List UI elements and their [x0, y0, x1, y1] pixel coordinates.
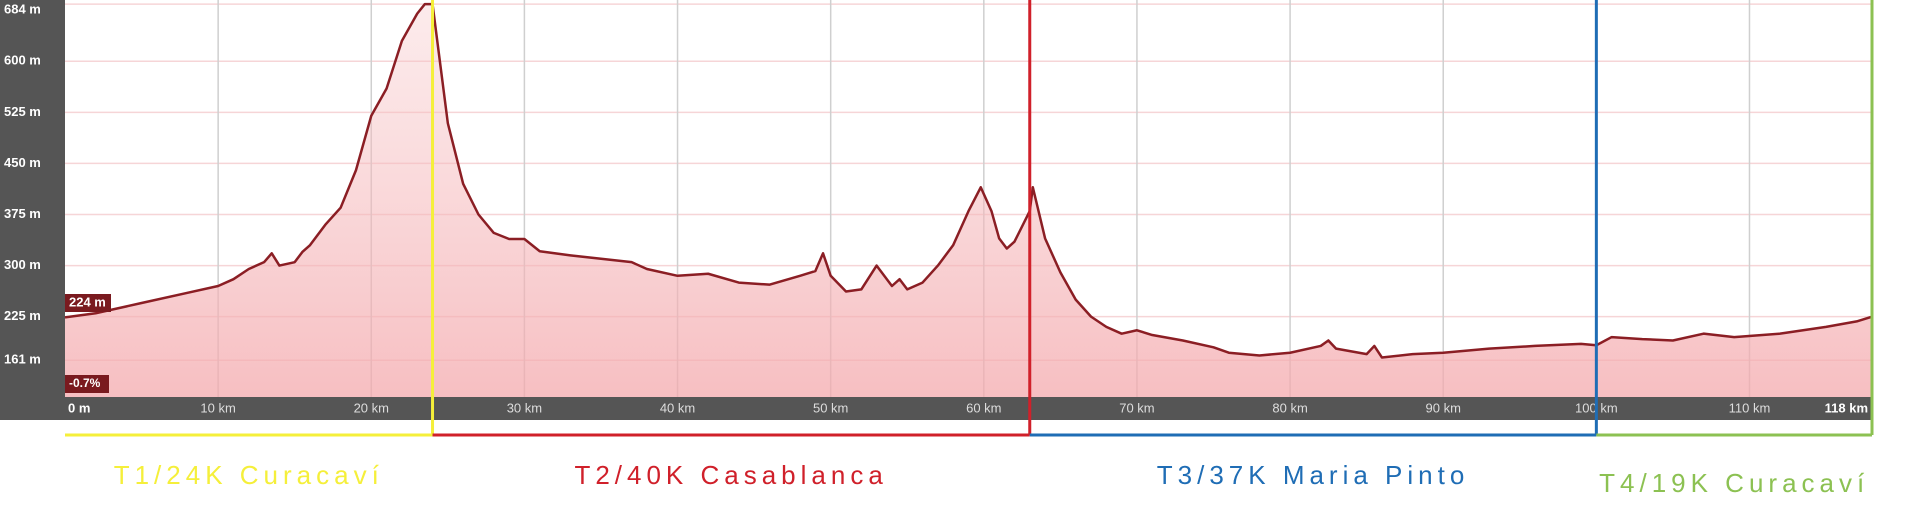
- area-fill: [65, 4, 1872, 398]
- x-tick-label: 40 km: [660, 400, 695, 415]
- x-tick-label: 60 km: [966, 400, 1001, 415]
- y-tick-label: 684 m: [4, 1, 41, 16]
- y-tick-label: 450 m: [4, 155, 41, 170]
- x-tick-label: 10 km: [200, 400, 235, 415]
- y-tick-label: 375 m: [4, 206, 41, 221]
- stage-label: T3/37K Maria Pinto: [1157, 460, 1470, 490]
- stage-label: T1/24K Curacaví: [114, 460, 384, 490]
- x-tick-label: 80 km: [1272, 400, 1307, 415]
- stage-label: T4/19K Curacaví: [1599, 468, 1869, 498]
- y-tick-label: 600 m: [4, 53, 41, 68]
- x-axis-band: [0, 397, 1872, 420]
- annotation-box: [65, 375, 109, 393]
- x-tick-label: 30 km: [507, 400, 542, 415]
- y-tick-label: 300 m: [4, 257, 41, 272]
- annotation-box: [65, 294, 111, 312]
- stage-label: T2/40K Casablanca: [574, 460, 887, 490]
- x-tick-label: 50 km: [813, 400, 848, 415]
- x-tick-label: 20 km: [354, 400, 389, 415]
- y-tick-label: 225 m: [4, 308, 41, 323]
- elevation-line: [64, 2, 1873, 359]
- y-tick-label: 161 m: [4, 352, 41, 367]
- x-tick-label: 110 km: [1729, 400, 1771, 415]
- annotation: 224 m: [65, 294, 111, 312]
- y-axis-band: [0, 0, 65, 420]
- x-tick-label: 90 km: [1426, 400, 1461, 415]
- y-tick-label: 525 m: [4, 104, 41, 119]
- x-tick-label: 0 m: [68, 400, 90, 415]
- x-tick-label: 70 km: [1119, 400, 1154, 415]
- annotation-text: -0.7%: [69, 376, 101, 390]
- annotation: -0.7%: [65, 375, 109, 393]
- annotation-text: 224 m: [69, 294, 106, 309]
- x-tick-label: 118 km: [1825, 400, 1868, 415]
